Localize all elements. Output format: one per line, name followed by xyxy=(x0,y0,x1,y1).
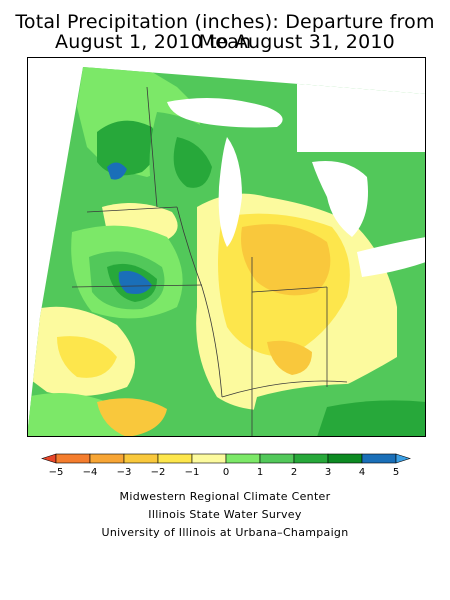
legend-swatch-10 xyxy=(361,453,397,464)
legend-tick-label: 4 xyxy=(359,467,365,478)
zone-blue-mn xyxy=(107,162,127,180)
credit-line-1: Midwestern Regional Climate Center xyxy=(119,490,331,503)
legend-swatch-6 xyxy=(225,453,261,464)
lake-huron xyxy=(312,161,368,237)
zone-light-orange-in xyxy=(267,340,312,375)
legend-swatch-5 xyxy=(191,453,227,464)
legend-tick-label: −2 xyxy=(151,467,166,478)
precipitation-field xyxy=(27,67,426,437)
state-boundaries xyxy=(71,86,348,437)
zone-green-mn xyxy=(97,120,158,176)
zone-orange-sw xyxy=(97,398,167,437)
legend-tick-label: −5 xyxy=(49,467,64,478)
legend-tick-label: 3 xyxy=(325,467,331,478)
legend-tick-label: −1 xyxy=(185,467,200,478)
legend-swatch-0 xyxy=(41,453,57,464)
legend-swatch-4 xyxy=(157,453,193,464)
lake-michigan xyxy=(218,137,242,247)
legend-tick-label: 0 xyxy=(223,467,229,478)
zone-dark-green-wi xyxy=(173,137,212,188)
legend-swatch-1 xyxy=(55,453,91,464)
lake-superior xyxy=(167,98,283,128)
legend-swatch-8 xyxy=(293,453,329,464)
color-legend: −5 −4 −3 −2 −1 0 1 2 3 4 5 xyxy=(41,453,411,478)
legend-tick-label: 1 xyxy=(257,467,263,478)
canada-area xyxy=(297,67,426,152)
zone-blue-ia xyxy=(118,270,152,294)
credit-line-3: University of Illinois at Urbana–Champai… xyxy=(101,526,349,539)
legend-swatch-11 xyxy=(395,453,411,464)
legend-swatch-3 xyxy=(123,453,159,464)
legend-tick-label: 2 xyxy=(291,467,297,478)
zone-light-orange-mi xyxy=(241,224,331,296)
map-frame xyxy=(27,57,426,437)
zone-yellow-mo xyxy=(57,336,117,378)
legend-tick-label: −4 xyxy=(83,467,98,478)
legend-swatch-2 xyxy=(89,453,125,464)
legend-swatch-9 xyxy=(327,453,363,464)
legend-tick-label: −3 xyxy=(117,467,132,478)
legend-swatch-7 xyxy=(259,453,295,464)
legend-tick-label: 5 xyxy=(393,467,399,478)
map-title-line-1: Total Precipitation (inches): Departure … xyxy=(15,11,435,53)
precipitation-departure-map xyxy=(27,57,426,437)
credit-line-2: Illinois State Water Survey xyxy=(148,508,302,521)
zone-dark-green-se xyxy=(317,400,426,437)
map-title-line-2: August 1, 2010 to August 31, 2010 xyxy=(55,31,395,53)
lake-erie xyxy=(357,237,426,277)
